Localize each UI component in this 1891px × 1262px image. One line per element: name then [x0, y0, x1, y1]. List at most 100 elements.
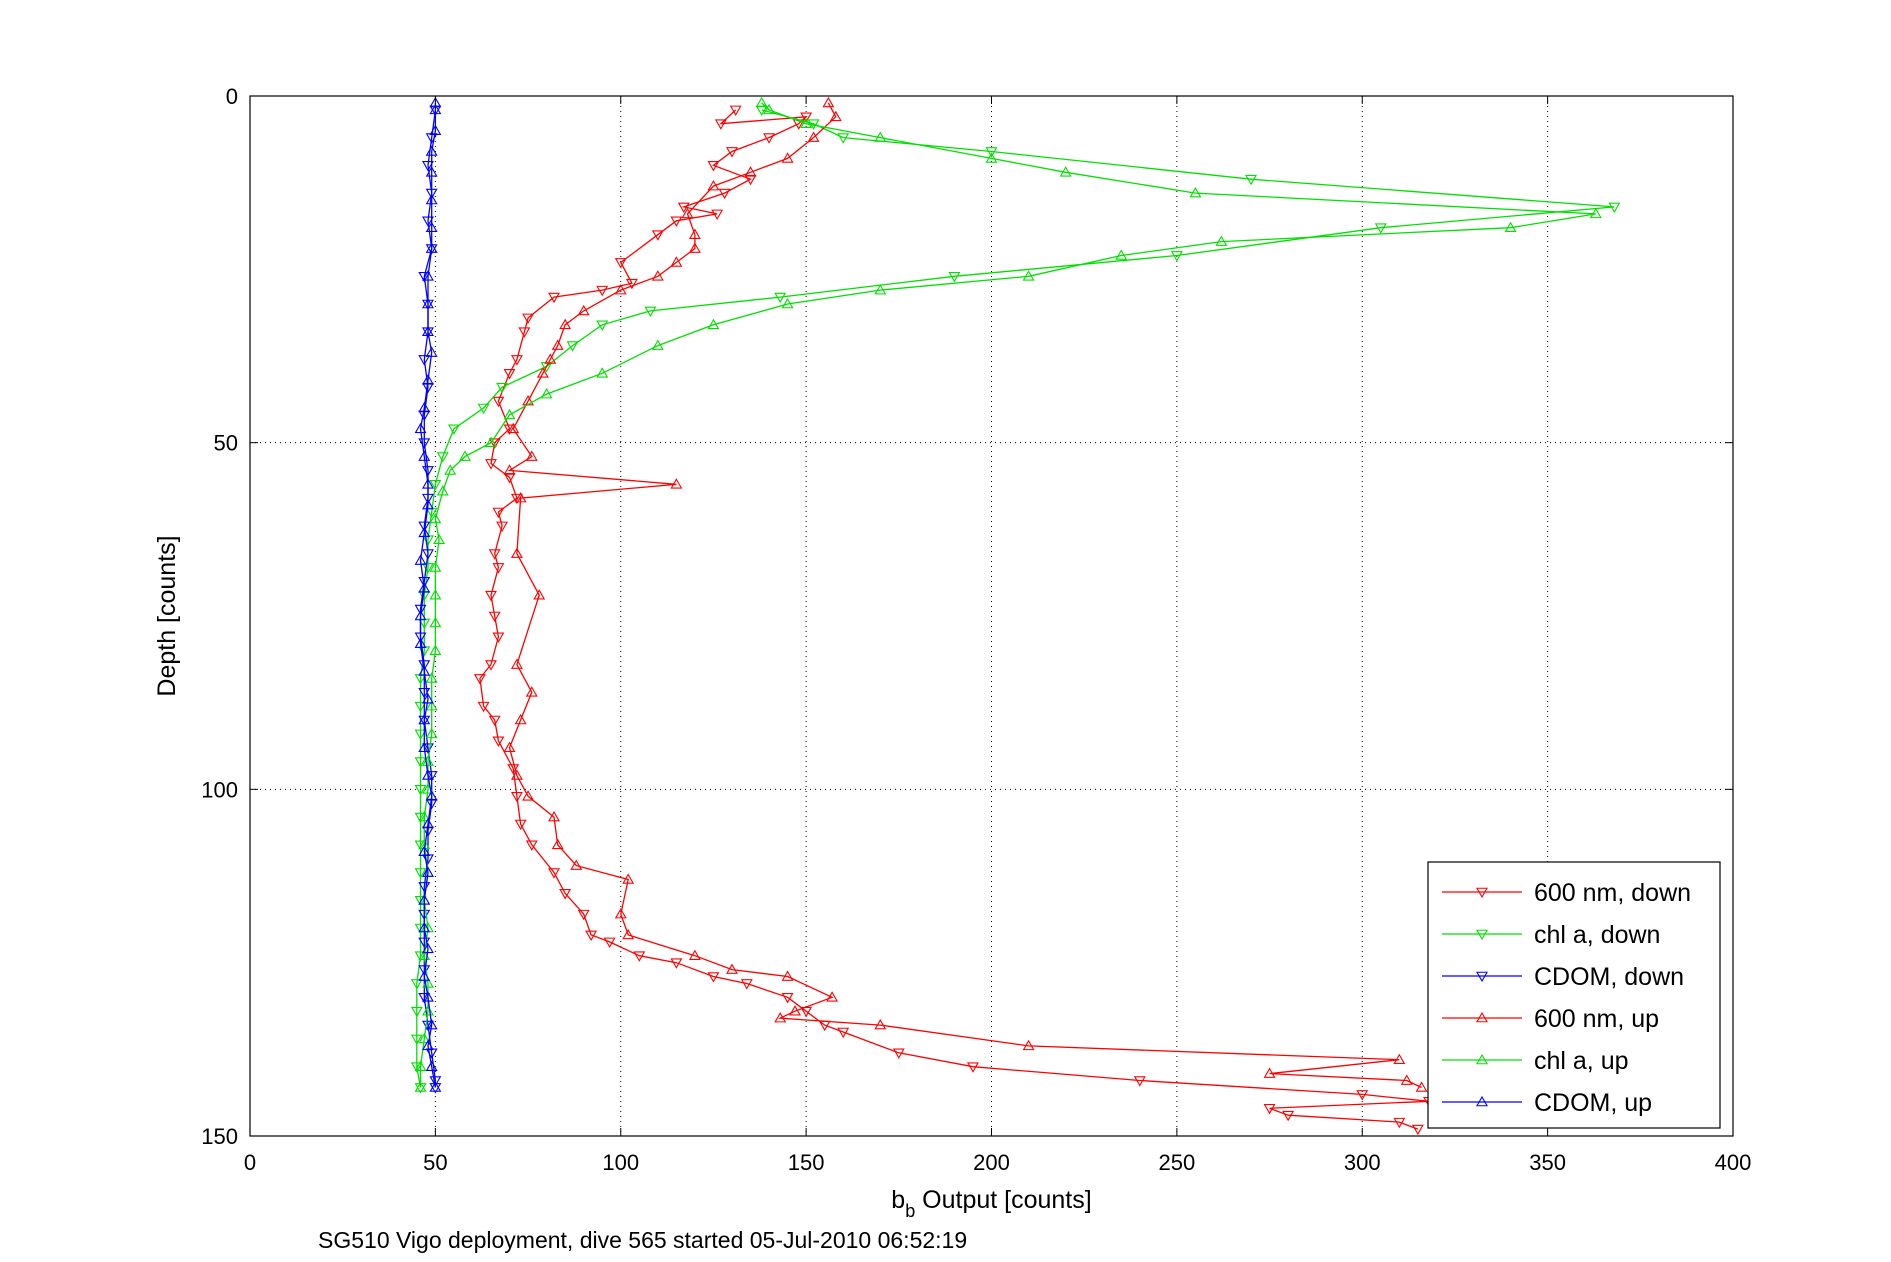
data-point: [414, 609, 427, 621]
data-point: [418, 618, 431, 630]
data-point: [548, 810, 560, 822]
y-tick-label: 0: [226, 84, 238, 109]
series-0: [473, 105, 1435, 1136]
data-point: [781, 152, 794, 163]
x-axis-label-subscript: b: [905, 1201, 915, 1221]
data-point: [503, 408, 516, 420]
ticks: 0 50 100 150 200 250 300 350 400 0 50 100 150: [201, 84, 1751, 1175]
data-point: [892, 1048, 905, 1059]
data-point: [418, 450, 431, 461]
data-point: [422, 866, 434, 877]
data-point: [422, 743, 434, 754]
data-point: [425, 700, 438, 711]
data-point: [726, 147, 738, 158]
data-point: [436, 452, 449, 463]
legend-items: 600 nm, down chl a, down CDOM, down 600 nm,…: [1442, 879, 1691, 1117]
data-point: [774, 1012, 787, 1023]
data-point: [566, 341, 579, 352]
data-point: [570, 859, 583, 870]
data-point: [473, 674, 486, 685]
data-point: [577, 304, 590, 316]
data-point: [477, 701, 490, 713]
data-point: [1170, 251, 1183, 262]
data-point: [603, 937, 616, 948]
data-point: [510, 355, 523, 366]
data-point: [425, 727, 438, 739]
data-point: [714, 119, 727, 130]
data-point: [559, 889, 572, 900]
data-point: [410, 1006, 423, 1018]
data-point: [1022, 1039, 1035, 1051]
data-point: [677, 202, 690, 214]
series-2: [414, 105, 442, 1094]
data-point: [1263, 1067, 1276, 1078]
data-point: [422, 693, 434, 704]
y-tick-label: 150: [201, 1124, 238, 1149]
data-point: [625, 278, 638, 290]
y-axis-label: Depth [counts]: [153, 535, 181, 696]
data-point: [688, 949, 701, 961]
data-point: [548, 292, 560, 304]
data-point: [1411, 1124, 1424, 1136]
legend-item: chl a, down: [1442, 921, 1660, 949]
data-point: [540, 362, 553, 373]
data-point: [525, 450, 538, 461]
data-point: [429, 616, 442, 628]
data-point: [670, 478, 683, 489]
data-point: [418, 970, 431, 981]
data-point: [707, 180, 720, 191]
data-point: [485, 459, 497, 470]
data-point: [414, 422, 427, 434]
data-point: [1504, 221, 1517, 233]
data-point: [1400, 1074, 1413, 1085]
series-line: [419, 109, 437, 1088]
legend-box: [1427, 861, 1721, 1129]
data-point: [670, 958, 683, 969]
data-point: [1189, 186, 1202, 198]
data-point: [514, 819, 527, 831]
data-point: [414, 757, 427, 768]
data-point: [477, 403, 490, 415]
data-point: [418, 521, 431, 532]
data-point: [1374, 223, 1387, 234]
legend-swatch-marker: [1476, 1011, 1488, 1023]
data-point: [874, 131, 887, 142]
data-point: [510, 493, 523, 505]
data-point: [726, 963, 738, 974]
data-point: [688, 242, 701, 253]
data-point: [414, 812, 427, 824]
legend-swatch-marker: [1476, 887, 1488, 899]
data-point: [425, 166, 438, 177]
data-point: [418, 271, 431, 283]
data-point: [525, 840, 538, 851]
data-point: [503, 473, 516, 484]
data-point: [425, 242, 438, 253]
data-point: [492, 736, 505, 747]
data-point: [418, 713, 431, 725]
legend-swatch-marker: [1476, 971, 1488, 983]
data-point: [422, 498, 434, 510]
data-point: [503, 369, 516, 380]
legend-item: CDOM, down: [1442, 963, 1684, 991]
data-point: [510, 547, 523, 558]
data-point: [633, 951, 646, 962]
data-point: [800, 117, 813, 129]
legend-item: CDOM, up: [1442, 1089, 1652, 1117]
data-point: [485, 436, 497, 447]
data-point: [422, 374, 434, 385]
legend-swatch-marker: [1476, 1095, 1488, 1107]
data-point: [414, 729, 427, 740]
data-point: [422, 216, 434, 227]
data-point: [1356, 1090, 1369, 1101]
data-point: [422, 466, 434, 477]
data-point: [429, 1081, 442, 1092]
data-point: [755, 105, 768, 116]
data-point: [829, 110, 842, 122]
data-point: [707, 318, 720, 330]
data-point: [425, 221, 438, 233]
data-point: [548, 868, 560, 879]
data-point: [622, 928, 635, 940]
data-point: [837, 1027, 850, 1039]
data-point: [422, 270, 434, 281]
x-axis-label-rest: Output [counts]: [915, 1186, 1092, 1214]
